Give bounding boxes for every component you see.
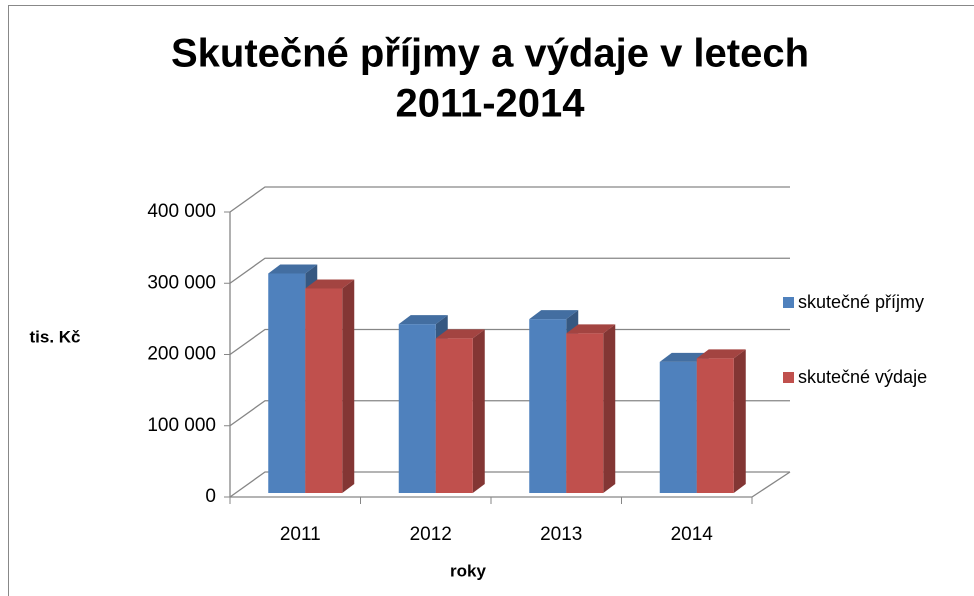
- bar-face: [305, 279, 355, 289]
- x-tick-label: 2012: [410, 524, 452, 545]
- bar-face: [603, 324, 616, 493]
- bar-face: [342, 279, 355, 493]
- bar: [305, 279, 355, 493]
- bar: [566, 324, 616, 493]
- bar-face: [472, 329, 485, 493]
- legend-label: skutečné příjmy: [798, 292, 924, 312]
- bar-face: [268, 273, 306, 493]
- chart-title: Skutečné příjmy a výdaje v letech: [171, 32, 809, 76]
- legend-label: skutečné výdaje: [798, 367, 927, 387]
- y-tick-label: 0: [205, 486, 216, 507]
- legend-swatch: [783, 372, 794, 383]
- bar-face: [268, 264, 318, 274]
- bar-face: [696, 358, 734, 493]
- bar-face: [529, 319, 567, 493]
- bar-face: [529, 310, 579, 320]
- grid-line: [229, 186, 790, 213]
- bar-face: [566, 333, 604, 493]
- bar-face: [696, 349, 746, 359]
- bar-face: [733, 349, 746, 493]
- bar-face: [659, 352, 709, 362]
- bar-face: [398, 324, 436, 493]
- bar: [696, 349, 746, 493]
- bar-face: [566, 324, 616, 334]
- y-tick-label: 200 000: [147, 344, 216, 365]
- bar: [435, 329, 485, 493]
- y-axis-title: tis. Kč: [29, 327, 80, 346]
- y-tick-label: 300 000: [147, 272, 216, 293]
- x-tick-label: 2013: [540, 524, 582, 545]
- bar-face: [398, 315, 448, 325]
- bar-face: [659, 361, 697, 493]
- bar-face: [305, 288, 343, 493]
- y-tick-label: 400 000: [147, 201, 216, 222]
- chart-title: 2011-2014: [395, 82, 585, 126]
- bar-face: [435, 329, 485, 339]
- legend-swatch: [783, 297, 794, 308]
- y-tick-label: 100 000: [147, 415, 216, 436]
- x-tick-label: 2014: [671, 524, 714, 545]
- x-axis-title: roky: [450, 561, 486, 580]
- bar-face: [435, 338, 473, 493]
- x-tick-label: 2011: [280, 524, 321, 545]
- grid-line: [229, 257, 790, 284]
